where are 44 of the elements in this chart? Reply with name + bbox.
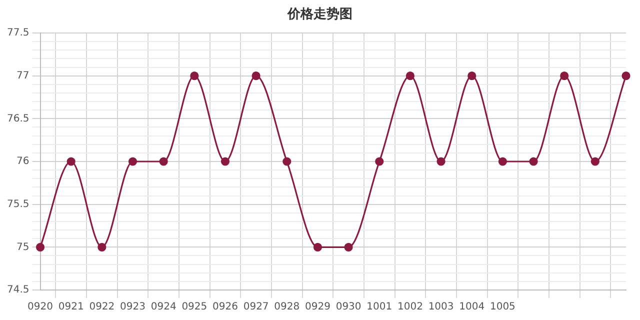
x-tick-label: 0925: [182, 302, 208, 313]
point: [436, 157, 446, 166]
point: [66, 157, 76, 166]
point: [313, 242, 322, 252]
x-tick-label: 1001: [366, 302, 392, 313]
point: [159, 157, 168, 166]
y-tick-label: 74.5: [7, 284, 30, 296]
x-tick-label: 1004: [459, 302, 485, 313]
x-tick-label: 0922: [89, 302, 115, 313]
x-tick-label: 0924: [150, 302, 176, 313]
x-tick-label: 0930: [336, 302, 362, 313]
x-tick-label: 0921: [58, 302, 84, 313]
point: [128, 157, 138, 166]
point: [190, 72, 199, 80]
y-tick-label: 75: [16, 242, 30, 253]
x-tick-label: 1003: [428, 302, 454, 313]
x-tick-label: 0920: [28, 302, 53, 313]
x-tick-label: 0929: [304, 302, 330, 313]
chart-title: 价格走势图: [286, 6, 354, 24]
x-tick-label: 0926: [212, 302, 238, 313]
y-tick-label: 75.5: [7, 198, 30, 210]
point: [622, 72, 630, 80]
point: [468, 72, 476, 80]
x-tick-label: 1002: [397, 302, 423, 313]
point: [590, 157, 600, 166]
point: [529, 157, 538, 166]
y-tick-label: 76: [16, 156, 30, 168]
y-tick-label: 77.5: [7, 28, 30, 39]
x-tick-label: 1005: [490, 302, 516, 313]
x-tick-label: 0927: [243, 302, 269, 313]
point: [98, 242, 106, 252]
point: [498, 157, 507, 166]
point: [406, 72, 415, 80]
point: [560, 72, 569, 80]
point: [220, 157, 230, 166]
point: [36, 242, 45, 252]
point: [344, 242, 353, 252]
x-tick-label: 0923: [120, 302, 146, 313]
y-tick-label: 76.5: [7, 113, 30, 124]
point: [252, 72, 260, 80]
y-tick-label: 77: [16, 70, 30, 82]
point: [282, 157, 292, 166]
x-tick-label: 0928: [274, 302, 300, 313]
point: [375, 157, 384, 166]
